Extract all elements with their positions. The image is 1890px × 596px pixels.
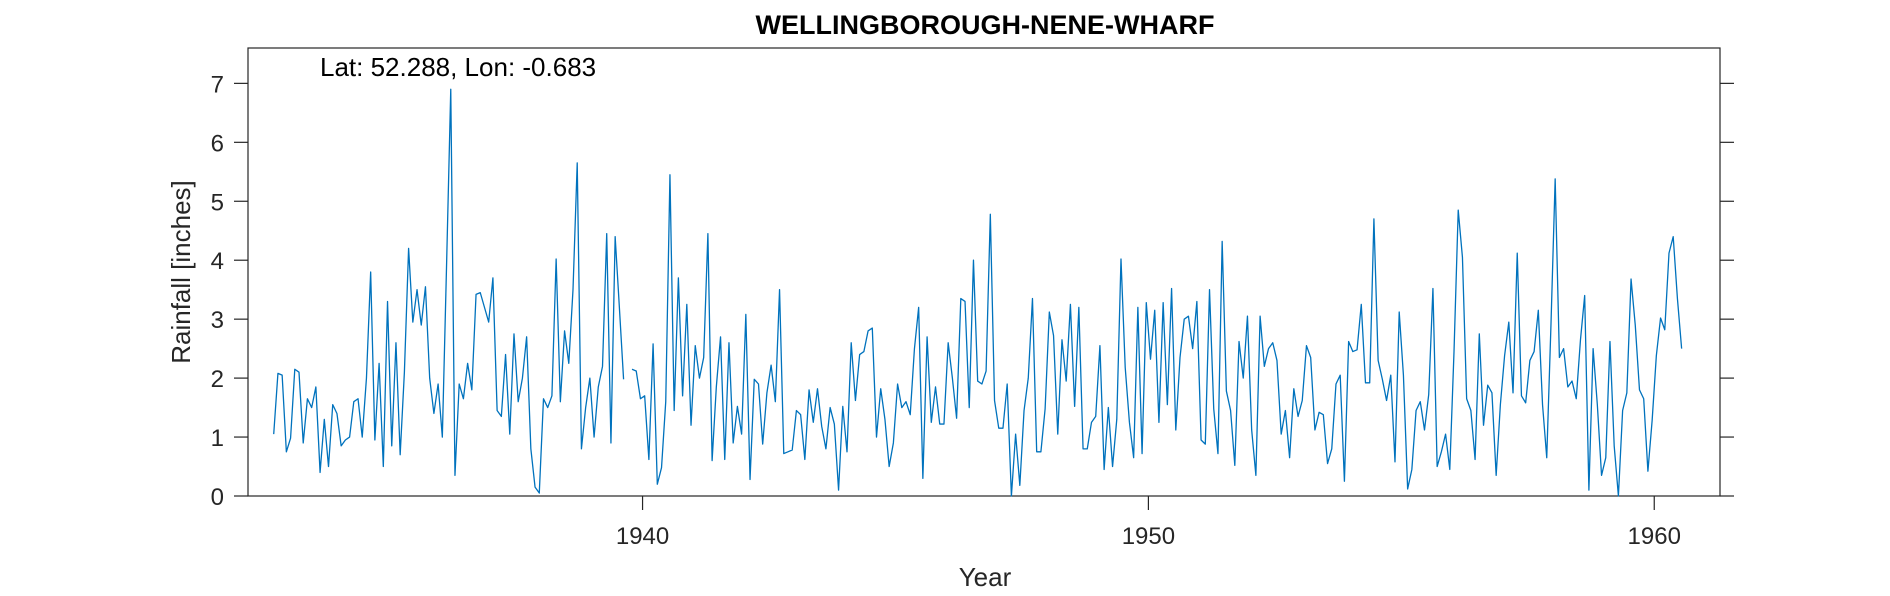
axes-box bbox=[247, 47, 1721, 497]
y-tick-label: 3 bbox=[211, 307, 224, 334]
y-axis-label: Rainfall [inches] bbox=[166, 180, 196, 364]
location-annotation: Lat: 52.288, Lon: -0.683 bbox=[320, 52, 596, 82]
y-tick-label: 5 bbox=[211, 189, 224, 216]
y-tick-label: 0 bbox=[211, 484, 224, 511]
data-layer bbox=[273, 88, 1683, 497]
axes-layer: 0 1 2 3 4 5 6 7 1940 1950 1960 bbox=[211, 47, 1734, 550]
y-tick-label: 1 bbox=[211, 425, 224, 452]
x-tick-label: 1940 bbox=[616, 523, 669, 550]
y-tick-label: 6 bbox=[211, 130, 224, 157]
y-tick-label: 7 bbox=[211, 71, 224, 98]
y-tick-label: 4 bbox=[211, 248, 224, 275]
chart-title: WELLINGBOROUGH-NENE-WHARF bbox=[756, 10, 1215, 40]
rainfall-series-line bbox=[273, 88, 625, 494]
x-tick-label: 1950 bbox=[1122, 523, 1175, 550]
rainfall-series-line bbox=[631, 174, 1683, 497]
y-tick-label: 2 bbox=[211, 366, 224, 393]
x-axis-label: Year bbox=[959, 562, 1012, 591]
x-tick-label: 1960 bbox=[1628, 523, 1681, 550]
